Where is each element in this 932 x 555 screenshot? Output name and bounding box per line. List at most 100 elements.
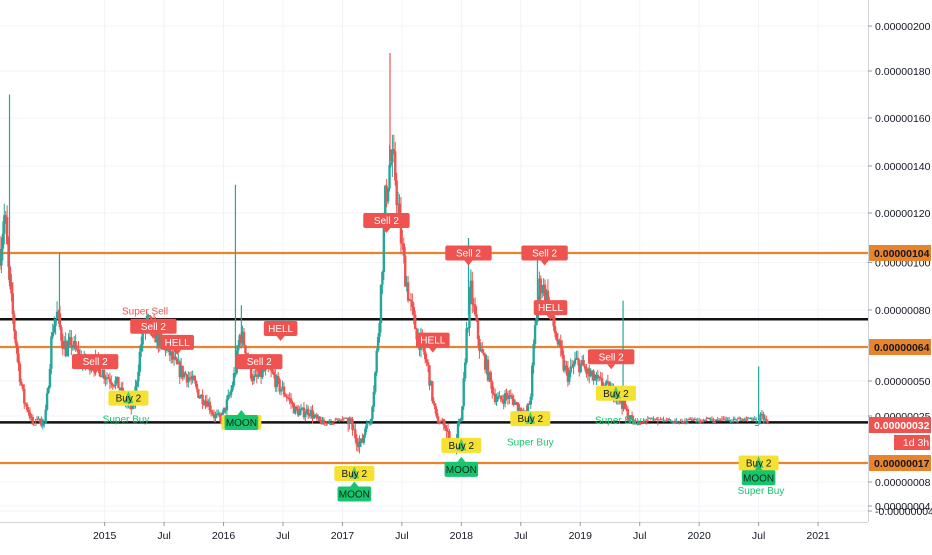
x-tick-label: Jul	[514, 530, 527, 542]
candle-body	[194, 380, 197, 384]
candle-body	[763, 418, 766, 420]
candle-body	[285, 396, 288, 398]
sell-signal-box	[130, 318, 177, 334]
candle-body	[443, 425, 447, 429]
candle-body	[399, 213, 403, 244]
candle-body	[37, 418, 40, 420]
candle-body	[488, 372, 491, 381]
candle-body	[656, 417, 659, 419]
candle-body	[342, 417, 346, 419]
candle-body	[436, 416, 440, 423]
candle-body	[652, 419, 655, 421]
time-axis-panel	[0, 522, 868, 550]
candle-body	[529, 396, 532, 405]
candle-body	[329, 424, 333, 426]
sell-signal-label: HELL	[420, 336, 445, 347]
candle-body	[435, 408, 438, 417]
candle-body	[468, 295, 471, 329]
candle-body	[170, 351, 173, 356]
candle-body	[114, 380, 117, 386]
candle-body	[201, 394, 204, 404]
candle-body	[358, 441, 361, 448]
candle-body	[733, 419, 737, 421]
candle-body	[719, 420, 722, 422]
buy-signal: Buy 2	[441, 437, 482, 453]
candle-body	[47, 387, 50, 394]
candle-body	[573, 359, 577, 365]
sell-signal-label: Sell 2	[247, 357, 272, 368]
candle-body	[301, 407, 304, 409]
candle-body	[98, 365, 102, 377]
level-price-tag[interactable]	[869, 339, 931, 355]
candle-body	[760, 414, 764, 416]
candle-body	[531, 365, 534, 397]
candle-body	[341, 419, 344, 421]
candle-body	[294, 406, 297, 414]
y-tick-label: 0.00000004	[875, 501, 931, 513]
candle-body	[384, 185, 387, 225]
candle-body	[23, 388, 26, 404]
candle-body	[319, 420, 323, 425]
candle-body	[115, 376, 119, 381]
candle-body	[65, 347, 69, 357]
candle-body	[249, 363, 253, 379]
candle-body	[690, 420, 694, 422]
level-price-tag[interactable]	[869, 245, 931, 261]
candle-body	[362, 434, 366, 443]
candle-body	[501, 399, 504, 401]
buy-signal-label: Buy 2	[603, 389, 629, 400]
candle-body	[364, 428, 367, 435]
sell-signal-label: HELL	[538, 303, 563, 314]
candle-body	[473, 304, 477, 315]
candle-body	[746, 417, 749, 419]
candle-body	[100, 376, 103, 378]
moon-signal-label: MOON	[339, 490, 370, 501]
candle-body	[707, 417, 711, 419]
sell-signal-box	[533, 300, 568, 316]
candle-body	[442, 418, 445, 426]
candle-body	[305, 408, 308, 415]
candle-body	[104, 378, 107, 380]
sell-signal-pointer	[276, 336, 285, 341]
candle-body	[628, 419, 631, 421]
candle-body	[38, 418, 42, 423]
candle-body	[30, 417, 33, 419]
candle-body	[740, 419, 744, 421]
candle-body	[401, 243, 404, 245]
candle-body	[636, 424, 640, 426]
level-price-tag[interactable]	[869, 455, 931, 471]
candle-body	[626, 409, 630, 421]
candle-body	[184, 372, 187, 375]
candle-body	[670, 421, 674, 423]
x-tick-label: Jul	[276, 530, 289, 542]
candle-body	[659, 419, 662, 421]
candle-body	[375, 350, 378, 373]
candle-body	[207, 401, 210, 407]
sell-signal: Sell 2	[363, 213, 410, 233]
candle-body	[291, 402, 294, 404]
sell-signal-label: Sell 2	[374, 216, 399, 227]
candle-body	[33, 424, 36, 426]
candle-body	[650, 417, 654, 419]
candle-body	[297, 409, 300, 416]
candle-body	[563, 365, 567, 371]
candle-body	[629, 415, 632, 420]
candle-body	[177, 361, 180, 364]
candle-body	[314, 414, 317, 416]
candle-body	[605, 381, 608, 386]
candle-body	[138, 351, 142, 372]
moon-signal-pointer	[237, 410, 246, 416]
super-buy-label: Super Buy	[738, 486, 785, 497]
y-tick-label: 0.00000180	[875, 66, 931, 78]
current-price-tag[interactable]	[869, 417, 931, 433]
candle-body	[195, 383, 199, 390]
candle-body	[498, 395, 501, 397]
candle-body	[202, 403, 206, 405]
moon-signal-pointer	[754, 465, 763, 471]
candle-body	[298, 410, 301, 416]
timeframe-tag[interactable]	[894, 435, 930, 450]
candle-body	[620, 401, 624, 409]
candle-body	[756, 424, 759, 426]
